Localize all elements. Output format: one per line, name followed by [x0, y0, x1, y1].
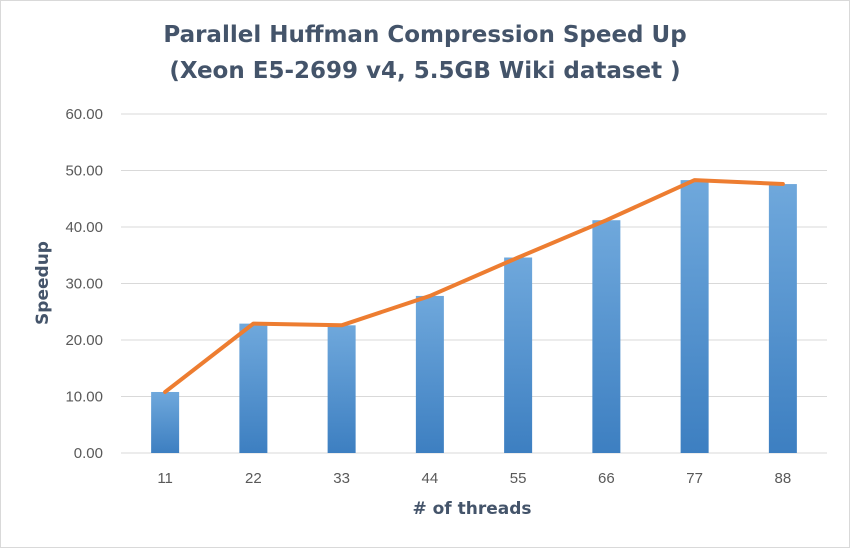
x-tick-label: 66	[598, 470, 615, 487]
bar	[768, 184, 797, 453]
gridlines	[121, 113, 827, 454]
y-tick-label: 40.00	[65, 219, 103, 236]
bar	[415, 295, 444, 453]
bar	[239, 323, 268, 453]
x-tick-label: 55	[510, 470, 527, 487]
x-tick-label: 33	[333, 470, 350, 487]
bar	[504, 257, 533, 453]
y-tick-label: 50.00	[65, 163, 103, 180]
bar	[327, 325, 356, 453]
y-tick-label: 30.00	[65, 276, 103, 293]
y-axis-ticks: 0.00 10.00 20.00 30.00 40.00 50.00 60.00	[65, 106, 103, 462]
trend-line	[163, 178, 785, 394]
x-tick-label: 77	[686, 470, 703, 487]
y-axis-title: Speedup	[33, 241, 53, 325]
chart-subtitle: (Xeon E5-2699 v4, 5.5GB Wiki dataset )	[169, 58, 681, 84]
y-tick-label: 0.00	[74, 445, 103, 462]
bar	[680, 180, 709, 454]
chart-title: Parallel Huffman Compression Speed Up	[163, 22, 687, 48]
speedup-line	[163, 178, 785, 394]
bar	[151, 391, 180, 453]
y-tick-label: 60.00	[65, 106, 103, 123]
bar	[592, 220, 621, 453]
bars	[151, 180, 797, 454]
y-tick-label: 10.00	[65, 389, 103, 406]
x-axis-ticks: 11 22 33 44 55 66 77 88	[157, 470, 791, 487]
y-tick-label: 20.00	[65, 332, 103, 349]
x-tick-label: 88	[775, 470, 792, 487]
x-axis-title: # of threads	[412, 499, 531, 519]
x-tick-label: 22	[245, 470, 262, 487]
x-tick-label: 11	[157, 470, 173, 487]
x-tick-label: 44	[422, 470, 439, 487]
